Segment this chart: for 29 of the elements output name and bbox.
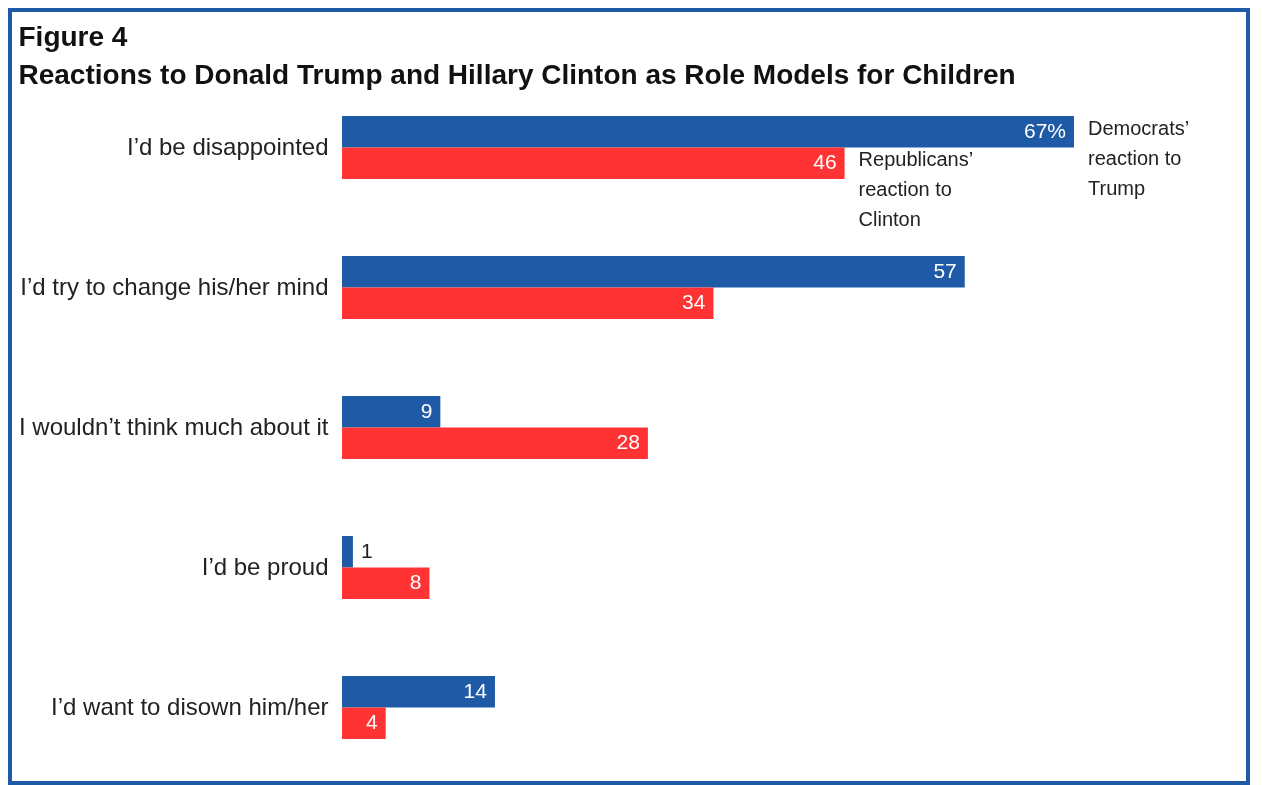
data-label: 57 xyxy=(933,258,957,282)
data-label: 34 xyxy=(682,290,706,314)
chart-subtitle: Reactions to Donald Trump and Hillary Clinton as Role Models for Children xyxy=(18,59,1016,90)
bar xyxy=(342,147,845,179)
data-label: 46 xyxy=(813,150,837,174)
bar xyxy=(342,536,353,568)
y-tick-label: I’d want to disown him/her xyxy=(51,692,329,720)
y-tick-label: I’d be proud xyxy=(201,552,329,580)
y-tick-label: I wouldn’t think much about it xyxy=(18,412,329,440)
bar xyxy=(342,676,495,708)
bar xyxy=(342,116,1074,148)
bar xyxy=(342,287,714,319)
text: Figure 4 xyxy=(18,21,128,52)
data-label: 28 xyxy=(616,430,640,454)
series-label: Democrats’ reaction to Trump xyxy=(1088,116,1190,199)
bar xyxy=(342,707,386,739)
data-label: 9 xyxy=(420,398,433,422)
data-label: 14 xyxy=(463,678,488,702)
bar xyxy=(342,256,965,288)
data-label: 67% xyxy=(1023,118,1066,142)
data-label: 1 xyxy=(360,538,373,562)
data-label: 4 xyxy=(366,710,379,734)
y-tick-label: I’d be disappointed xyxy=(127,132,329,160)
bar xyxy=(342,567,430,599)
series-label: Republicans’ reaction to Clinton xyxy=(858,148,974,231)
bar xyxy=(342,427,648,459)
y-tick-label: I’d try to change his/her mind xyxy=(20,272,329,300)
data-label: 8 xyxy=(409,570,422,594)
bar xyxy=(342,396,441,428)
